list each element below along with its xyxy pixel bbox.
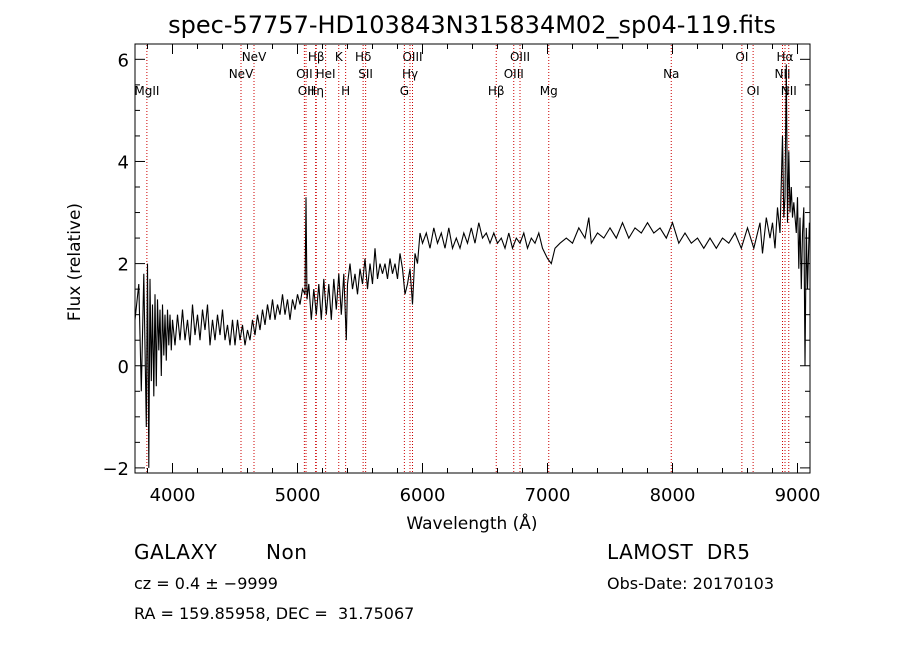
spectral-line-label: OII xyxy=(296,67,313,81)
spectral-line-label: SII xyxy=(358,67,373,81)
spectral-line-label: Hβ xyxy=(308,50,325,64)
y-tick-label: 4 xyxy=(118,152,129,173)
spectral-line-label: NeV xyxy=(229,67,254,81)
spectral-line-label: K xyxy=(335,50,344,64)
spectral-line-markers: MgII NeV NeV OII OII Hβ Hη HeI K H Hδ SII OIII Hγ G Hβ O… xyxy=(134,45,797,472)
x-tick-label: 8000 xyxy=(650,485,696,506)
y-axis-label: Flux (relative) xyxy=(65,203,85,321)
y-tick-label: 6 xyxy=(118,50,129,71)
spectral-line-label: OII xyxy=(298,84,315,98)
x-tick-label: 9000 xyxy=(775,485,821,506)
spectral-line-label: Hδ xyxy=(355,50,371,64)
object-class: GALAXY xyxy=(134,540,218,564)
spectral-line-label: HeI xyxy=(316,67,336,81)
spectral-line-label: NII xyxy=(774,67,790,81)
chart-title: spec-57757-HD103843N315834M02_sp04-119.f… xyxy=(168,11,776,39)
survey-release: LAMOST DR5 xyxy=(607,540,751,564)
y-axis-ticks: −2 0 2 4 6 xyxy=(102,50,810,480)
coordinates: RA = 159.85958, DEC = 31.75067 xyxy=(134,604,415,623)
spectral-line-label: OI xyxy=(735,50,748,64)
spectral-line-label: Mg xyxy=(540,84,558,98)
redshift-cz: cz = 0.4 ± −9999 xyxy=(134,574,278,593)
spectral-line-label: Hβ xyxy=(488,84,505,98)
spectral-line-label: NeV xyxy=(242,50,267,64)
plot-area xyxy=(134,64,810,468)
object-subclass: Non xyxy=(266,540,308,564)
spectral-line-label: OIII xyxy=(504,67,524,81)
spectral-line-label: H xyxy=(341,84,350,98)
spectral-line-label: Na xyxy=(663,67,679,81)
spectral-line-label: MgII xyxy=(134,84,159,98)
spectral-line-label: Hα xyxy=(777,50,794,64)
y-tick-label: 0 xyxy=(118,357,129,378)
x-tick-label: 4000 xyxy=(150,485,196,506)
x-tick-label: 7000 xyxy=(525,485,571,506)
spectral-line-label: NII xyxy=(781,84,797,98)
spectral-line-label: G xyxy=(400,84,409,98)
observation-date: Obs-Date: 20170103 xyxy=(607,574,775,593)
x-tick-label: 6000 xyxy=(400,485,446,506)
spectral-line-label: OIII xyxy=(510,50,530,64)
x-axis-label: Wavelength (Å) xyxy=(406,512,537,534)
x-axis-ticks: 4000 5000 6000 7000 8000 9000 xyxy=(147,44,821,506)
x-tick-label: 5000 xyxy=(275,485,321,506)
y-tick-label: −2 xyxy=(102,459,129,480)
plot-frame xyxy=(134,43,811,474)
spectral-line-label: OIII xyxy=(402,50,422,64)
y-tick-label: 2 xyxy=(118,255,129,276)
spectral-line-label: Hη xyxy=(307,84,324,98)
spectral-line-label: OI xyxy=(747,84,760,98)
spectrum-line xyxy=(134,64,810,468)
spectral-line-label: Hγ xyxy=(402,67,418,81)
